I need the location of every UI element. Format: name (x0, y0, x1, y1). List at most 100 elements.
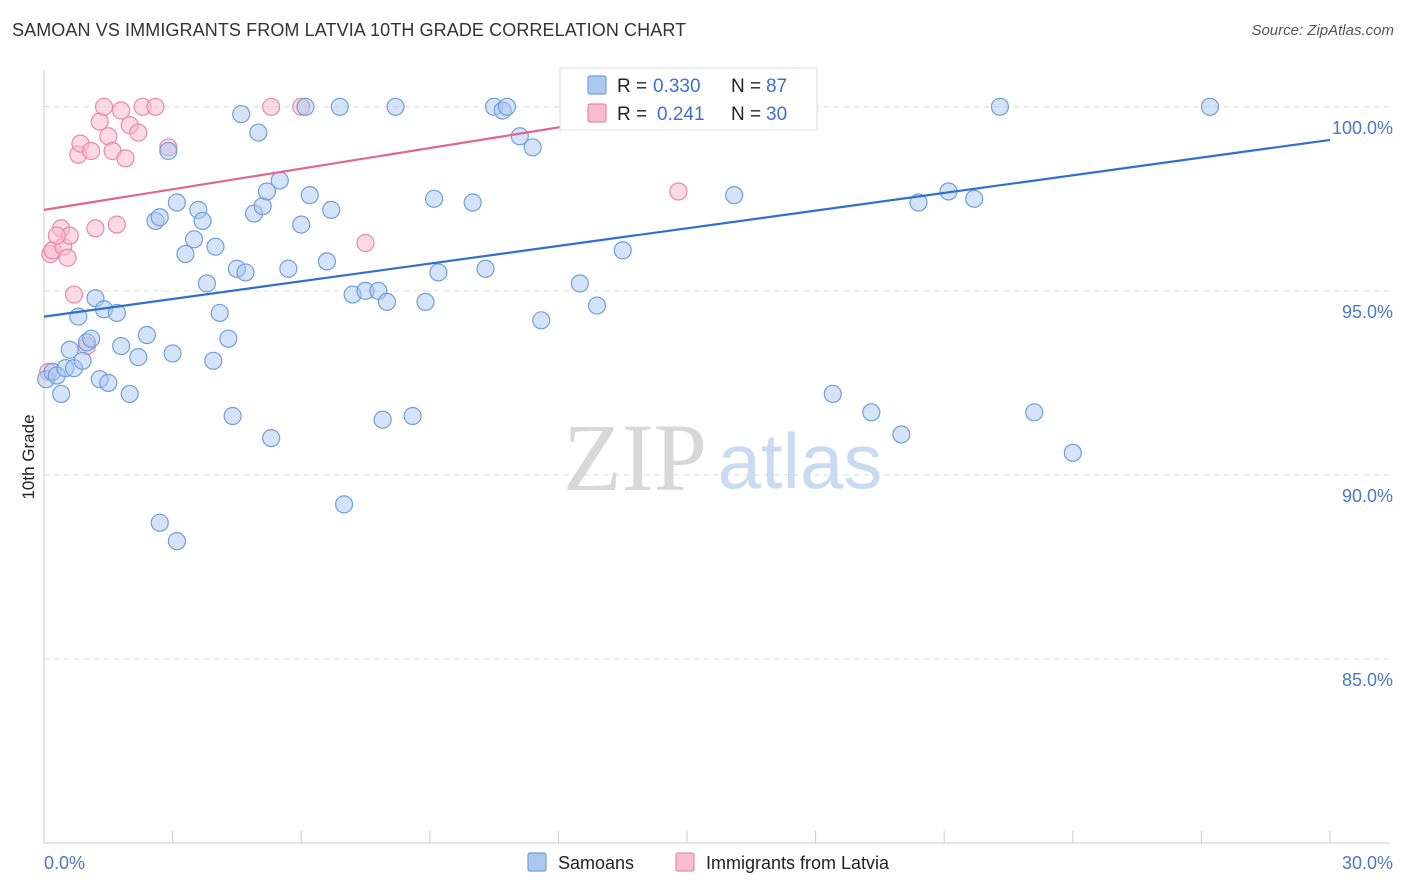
samoans-point (219, 329, 238, 348)
samoans-point (429, 263, 448, 282)
samoans-point (424, 189, 444, 208)
latvia-point (82, 141, 101, 161)
samoans-point (176, 244, 195, 264)
samoans-n-value: 87 (766, 76, 787, 97)
x-tick-label-min: 0.0% (44, 853, 85, 873)
samoans-point (416, 292, 435, 311)
y-tick-label: 85.0% (1342, 670, 1393, 690)
samoans-point (300, 186, 319, 205)
samoans-r-value: 0.330 (653, 76, 701, 97)
y-tick-label: 100.0% (1332, 118, 1393, 138)
samoans-trend-line (43, 138, 1331, 318)
chart-source: Source: ZipAtlas.com (1251, 22, 1394, 39)
latvia-n-label: N = (731, 104, 761, 125)
samoans-point (73, 351, 92, 370)
samoans-point (613, 241, 632, 260)
latvia-legend-swatch (587, 103, 607, 123)
samoans-point (197, 274, 216, 293)
samoans-series-swatch (527, 852, 547, 872)
samoans-point (112, 336, 131, 356)
samoans-point (330, 97, 349, 116)
samoans-point (386, 97, 405, 116)
latvia-point (107, 215, 126, 234)
samoans-r-label: R = (617, 76, 647, 97)
samoans-point (334, 495, 354, 514)
latvia-r-value: 0.241 (657, 104, 705, 125)
y-tick-label: 95.0% (1342, 302, 1393, 322)
samoans-point (270, 171, 289, 190)
samoans-point (120, 384, 139, 404)
latvia-series-label: Immigrants from Latvia (706, 853, 890, 873)
latvia-point (356, 233, 375, 253)
axes (43, 70, 1390, 844)
samoans-point (823, 384, 842, 404)
y-axis-label: 10th Grade (19, 414, 38, 499)
samoans-point (206, 237, 225, 256)
samoans-point (322, 200, 341, 219)
samoans-point (476, 259, 495, 278)
samoans-point (1063, 443, 1082, 462)
latvia-point (64, 285, 84, 304)
samoans-point (279, 259, 298, 278)
samoans-point (570, 274, 589, 293)
samoans-point (249, 123, 268, 142)
latvia-point (47, 226, 66, 245)
samoans-point (210, 303, 229, 323)
samoans-point (236, 263, 255, 282)
samoans-point (82, 329, 101, 348)
latvia-series-swatch (675, 852, 695, 872)
samoans-points (37, 97, 1220, 551)
samoans-point (184, 230, 204, 249)
samoans-point (150, 513, 169, 532)
grid-lines (44, 106, 1390, 660)
samoans-point (257, 182, 277, 201)
samoans-point (193, 211, 212, 231)
samoans-point (373, 410, 392, 429)
latvia-point (262, 97, 281, 116)
samoans-point (587, 296, 607, 315)
latvia-point (116, 149, 135, 168)
samoans-point (107, 303, 126, 323)
latvia-point (146, 97, 165, 116)
latvia-points (39, 97, 688, 381)
samoans-point (292, 215, 311, 234)
latvia-point (94, 97, 114, 116)
samoans-point (163, 344, 182, 363)
samoans-point (137, 325, 156, 345)
samoans-point (463, 193, 482, 212)
samoans-point (232, 105, 251, 124)
samoans-point (167, 532, 186, 551)
latvia-point (129, 123, 148, 142)
samoans-point (1200, 97, 1220, 116)
trend-lines (43, 105, 1331, 318)
samoans-point (150, 208, 169, 227)
latvia-r-label: R = (617, 104, 647, 125)
watermark: ZIP atlas (563, 404, 882, 511)
samoans-point (223, 406, 242, 426)
samoans-n-label: N = (731, 76, 761, 97)
chart-title: SAMOAN VS IMMIGRANTS FROM LATVIA 10TH GR… (12, 20, 687, 40)
samoans-point (60, 340, 79, 359)
stats-legend: R = 0.330 N = 87 R = 0.241 N = 30 (559, 67, 818, 131)
samoans-point (1025, 403, 1044, 422)
samoans-legend-swatch (587, 75, 607, 95)
samoans-point (497, 97, 517, 116)
latvia-point (86, 219, 105, 238)
watermark-atlas: atlas (718, 417, 883, 505)
samoans-point (99, 373, 118, 392)
samoans-point (965, 189, 984, 208)
samoans-point (403, 406, 422, 426)
latvia-point (669, 182, 688, 201)
samoans-point (377, 292, 397, 311)
samoans-series-label: Samoans (558, 853, 634, 873)
samoans-point (159, 141, 178, 161)
samoans-point (52, 384, 71, 404)
samoans-point (990, 97, 1010, 116)
latvia-n-value: 30 (766, 104, 787, 125)
latvia-point (58, 248, 77, 267)
y-tick-label: 90.0% (1342, 486, 1393, 506)
samoans-point (532, 311, 551, 330)
samoans-point (296, 97, 315, 116)
